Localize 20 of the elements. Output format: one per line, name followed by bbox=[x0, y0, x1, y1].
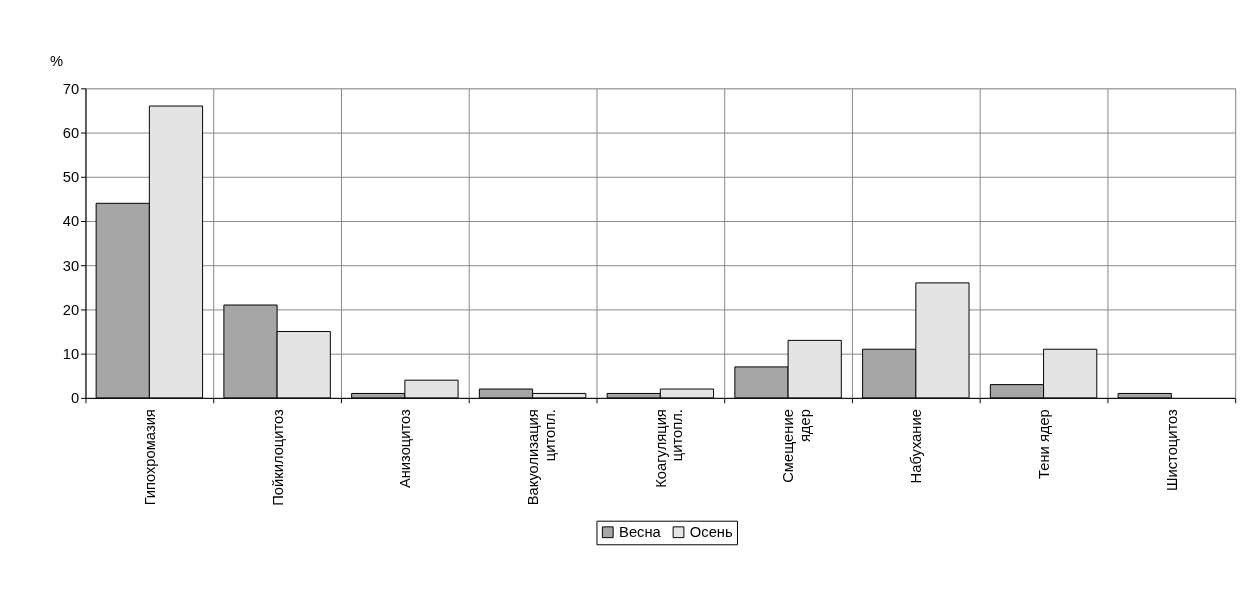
x-tick-label: Гипохромазия bbox=[141, 409, 158, 506]
x-tick-label: Пойкилоцитоз bbox=[269, 408, 286, 506]
y-tick-label: 70 bbox=[62, 80, 80, 97]
y-tick-label: 10 bbox=[62, 346, 80, 363]
x-tick-label: Шистоцитоз bbox=[1163, 408, 1180, 492]
legend-label: Осень bbox=[689, 524, 733, 541]
legend-label: Весна bbox=[619, 524, 662, 541]
x-tick-label: Тени ядер bbox=[1035, 409, 1052, 479]
y-tick-label: 20 bbox=[62, 301, 80, 318]
x-tick-label: Смещение ядер bbox=[780, 409, 814, 483]
x-tick-label: Коагуляция цитопл. bbox=[652, 409, 686, 488]
y-tick-label: 30 bbox=[62, 257, 80, 274]
x-tick-label: Набухание bbox=[908, 409, 925, 484]
y-tick-label: 60 bbox=[62, 124, 80, 141]
y-tick-label: 40 bbox=[62, 213, 80, 230]
x-tick-label: Анизоцитоз bbox=[397, 408, 414, 489]
y-tick-label: 50 bbox=[62, 169, 80, 186]
y-tick-label: 0 bbox=[70, 390, 80, 407]
y-axis-title: % bbox=[49, 53, 64, 70]
x-tick-label: Вакуолизация цитопл. bbox=[525, 409, 558, 506]
